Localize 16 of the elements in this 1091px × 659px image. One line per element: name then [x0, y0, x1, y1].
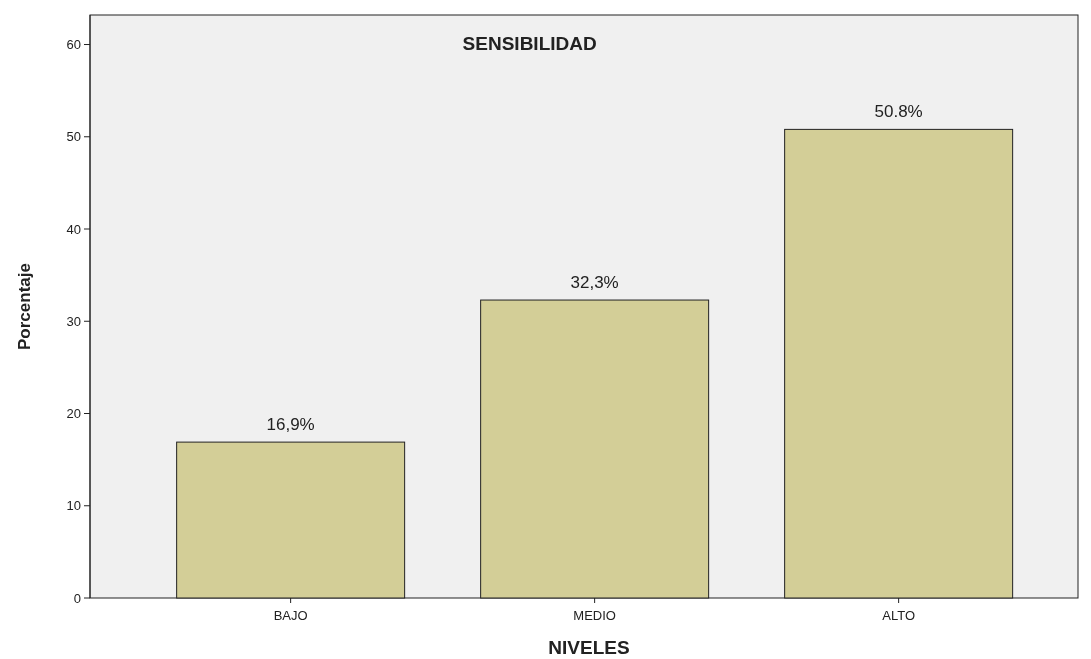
x-tick-label: ALTO [882, 608, 916, 623]
y-tick-label: 0 [73, 590, 81, 606]
y-tick-label: 30 [66, 313, 81, 329]
data-label: 16,9% [266, 415, 315, 435]
data-label: 50.8% [874, 102, 923, 122]
y-tick-label: 10 [66, 498, 81, 514]
y-tick-label: 40 [66, 221, 81, 237]
y-tick-label: 60 [66, 37, 81, 53]
y-tick-label: 50 [66, 129, 81, 145]
y-axis-title: Porcentaje [15, 263, 34, 350]
text: SENSIBILIDAD [462, 33, 597, 54]
x-tick-label: MEDIO [573, 608, 616, 623]
data-label: 32,3% [570, 273, 619, 293]
y-tick-label: 20 [66, 406, 81, 422]
x-tick-label: BAJO [273, 608, 308, 623]
x-axis-title: NIVELES [548, 637, 630, 658]
